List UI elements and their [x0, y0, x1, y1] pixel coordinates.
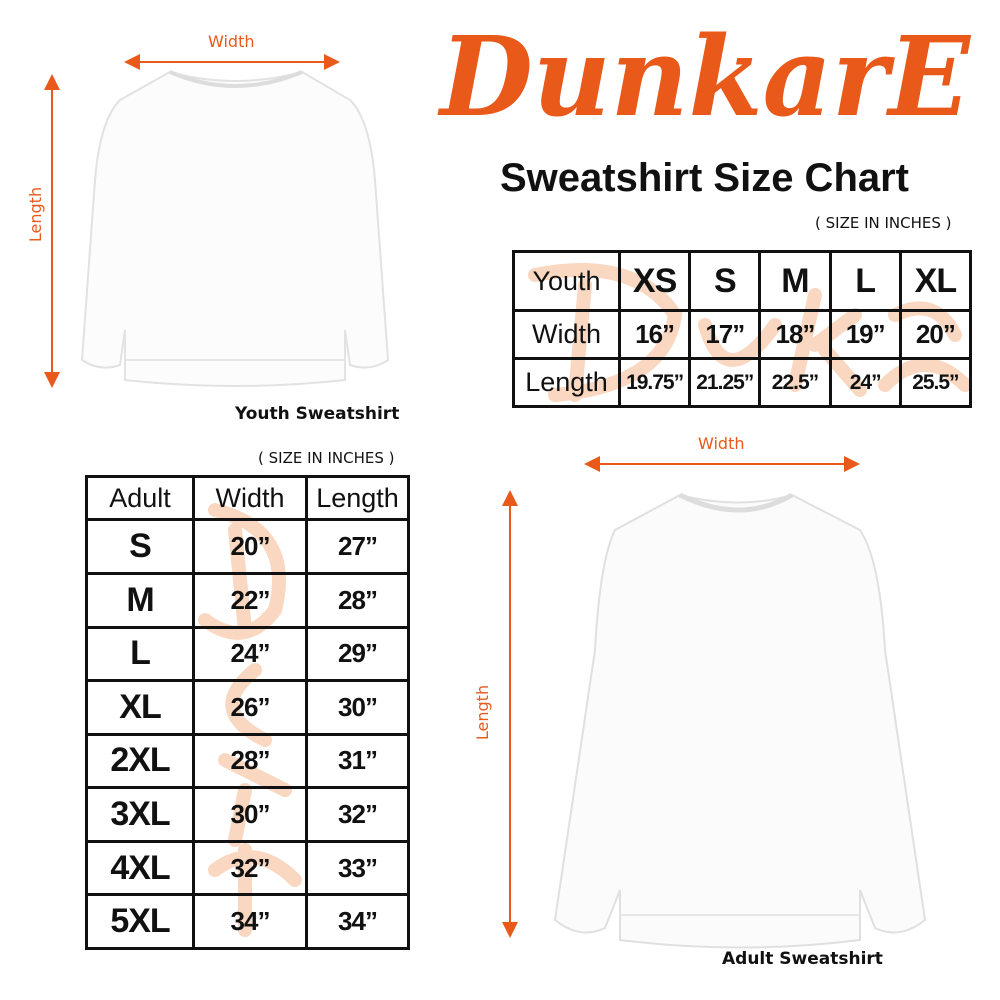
table-header: Width	[192, 474, 308, 522]
table-row: 4XL 32” 33”	[85, 839, 410, 897]
adult-caption: Adult Sweatshirt	[722, 949, 883, 969]
youth-units-note: ( SIZE IN INCHES )	[815, 214, 952, 232]
table-cell: 30”	[305, 679, 410, 736]
adult-units-note: ( SIZE IN INCHES )	[258, 449, 395, 467]
table-header: M	[758, 249, 832, 313]
brand-logo: DunkarE	[437, 12, 972, 141]
table-cell: 19”	[828, 309, 902, 361]
table-cell: 3XL	[85, 786, 195, 843]
table-cell: 4XL	[85, 839, 195, 897]
table-row: 3XL 30” 32”	[85, 786, 410, 843]
adult-size-table: Adult Width Length S 20” 27” M 22” 28” L 24” 29”…	[85, 474, 410, 950]
table-cell: 19.75”	[617, 357, 692, 408]
table-cell: XL	[85, 679, 195, 736]
youth-sweatshirt-diagram	[44, 54, 390, 388]
table-cell: L	[85, 625, 195, 683]
table-cell: 5XL	[85, 893, 195, 950]
table-row: Width 16” 17” 18” 19” 20”	[512, 309, 973, 361]
youth-sweatshirt-image	[80, 70, 390, 387]
table-cell: S	[85, 518, 195, 575]
table-cell: 20”	[898, 309, 973, 361]
table-row: M 22” 28”	[85, 571, 410, 629]
table-cell: Width	[512, 309, 621, 361]
table-cell: 22.5”	[758, 357, 832, 408]
adult-sweatshirt-image	[553, 493, 927, 949]
table-cell: 26”	[192, 679, 308, 736]
table-row: 2XL 28” 31”	[85, 732, 410, 790]
table-cell: 2XL	[85, 732, 195, 790]
table-cell: 17”	[688, 309, 762, 361]
table-header: S	[688, 249, 762, 313]
page-title: Sweatshirt Size Chart	[500, 156, 910, 200]
svg-text:DunkarE: DunkarE	[437, 12, 972, 141]
table-row: Adult Width Length	[85, 474, 410, 522]
table-cell: 30”	[192, 786, 308, 843]
table-cell: 24”	[192, 625, 308, 683]
table-row: L 24” 29”	[85, 625, 410, 683]
table-cell: 34”	[305, 893, 410, 950]
table-cell: 31”	[305, 732, 410, 790]
table-cell: 29”	[305, 625, 410, 683]
adult-length-label: Length	[473, 684, 493, 741]
adult-width-label: Width	[698, 434, 745, 453]
table-cell: 24”	[828, 357, 902, 408]
table-row: 5XL 34” 34”	[85, 893, 410, 950]
table-row: XL 26” 30”	[85, 679, 410, 736]
table-cell: Length	[512, 357, 621, 408]
adult-sweatshirt-diagram	[502, 456, 927, 949]
table-header: Adult	[85, 474, 195, 522]
table-cell: 21.25”	[688, 357, 762, 408]
table-header: Length	[305, 474, 410, 522]
table-row: S 20” 27”	[85, 518, 410, 575]
table-header: Youth	[512, 249, 621, 313]
table-cell: M	[85, 571, 195, 629]
table-cell: 32”	[192, 839, 308, 897]
table-cell: 28”	[305, 571, 410, 629]
table-cell: 25.5”	[898, 357, 973, 408]
table-cell: 18”	[758, 309, 832, 361]
table-cell: 28”	[192, 732, 308, 790]
table-header: L	[828, 249, 902, 313]
table-cell: 22”	[192, 571, 308, 629]
table-cell: 33”	[305, 839, 410, 897]
youth-width-label: Width	[208, 32, 255, 51]
youth-caption: Youth Sweatshirt	[235, 404, 400, 424]
table-header: XS	[617, 249, 692, 313]
youth-size-table: Youth XS S M L XL Width 16” 17” 18” 19” …	[512, 249, 973, 408]
table-header: XL	[898, 249, 973, 313]
table-cell: 32”	[305, 786, 410, 843]
table-cell: 20”	[192, 518, 308, 575]
youth-length-label: Length	[26, 186, 46, 243]
table-cell: 27”	[305, 518, 410, 575]
table-cell: 16”	[617, 309, 692, 361]
table-row: Youth XS S M L XL	[512, 249, 973, 313]
table-cell: 34”	[192, 893, 308, 950]
table-row: Length 19.75” 21.25” 22.5” 24” 25.5”	[512, 357, 973, 408]
